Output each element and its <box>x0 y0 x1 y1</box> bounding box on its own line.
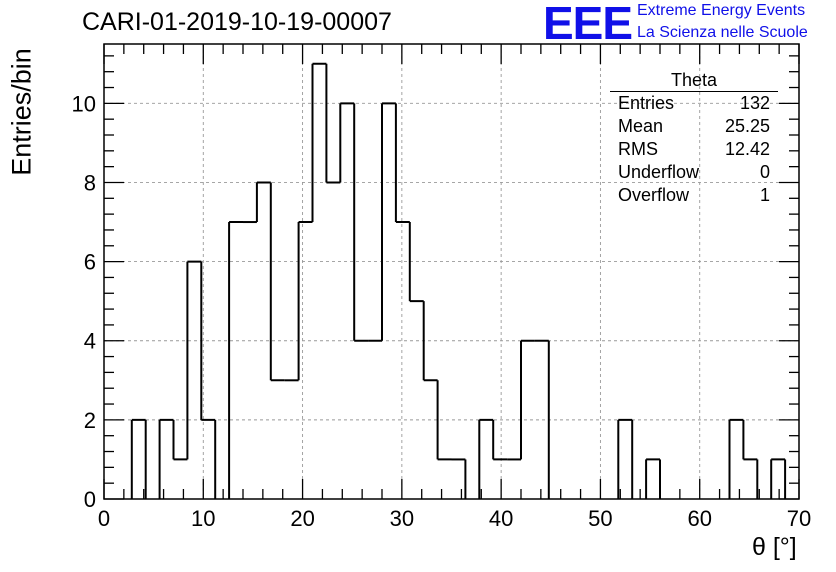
histogram-bin <box>645 458 660 499</box>
stats-row-mean: Mean 25.25 <box>610 115 778 138</box>
histogram-bin <box>617 418 633 499</box>
stats-row-entries: Entries 132 <box>610 92 778 115</box>
stats-value: 0 <box>759 162 770 182</box>
stats-row-rms: RMS 12.42 <box>610 138 778 161</box>
histogram-bin <box>394 103 410 224</box>
stats-row-overflow: Overflow 1 <box>610 184 778 207</box>
x-tick-label: 50 <box>588 506 612 531</box>
stats-value: 132 <box>739 93 770 113</box>
y-tick-label: 6 <box>84 250 96 275</box>
y-tick-label: 2 <box>84 408 96 433</box>
stats-label: RMS <box>618 139 658 159</box>
x-axis-label: θ [°] <box>752 533 797 561</box>
histogram-bin <box>520 339 535 460</box>
histogram-bin <box>436 380 452 461</box>
stats-label: Underflow <box>618 162 700 182</box>
x-tick-label: 0 <box>98 506 110 531</box>
histogram-bin <box>228 221 243 499</box>
stats-title: Theta <box>610 70 778 92</box>
brand-line-1: Extreme Energy Events <box>637 2 806 19</box>
stats-value: 25.25 <box>724 116 770 136</box>
histogram-bin <box>172 419 188 461</box>
x-tick-label: 20 <box>290 506 314 531</box>
stats-box: Theta Entries 132 Mean 25.25 RMS 12.42 U… <box>610 70 778 207</box>
histogram-bin <box>422 301 438 382</box>
stats-label: Mean <box>618 116 664 136</box>
brand-line-2: La Scienza nelle Scuole <box>637 24 808 41</box>
grid-lines <box>104 44 799 499</box>
x-tick-label: 70 <box>787 506 811 531</box>
histogram-bin <box>311 62 327 223</box>
plot-frame <box>103 43 800 500</box>
x-tick-label: 40 <box>489 506 513 531</box>
run-title: CARI-01-2019-10-19-00007 <box>82 8 392 36</box>
stats-row-underflow: Underflow 0 <box>610 161 778 184</box>
stats-label: Overflow <box>618 185 690 205</box>
histogram-bin <box>742 419 758 461</box>
y-tick-label: 4 <box>84 329 96 354</box>
histogram-bin <box>158 418 174 499</box>
eee-logo: EEE <box>543 0 633 49</box>
histogram-bin <box>325 63 341 184</box>
histogram-bin <box>770 458 786 499</box>
y-axis-label: Entries/bin <box>6 48 37 176</box>
x-tick-label: 30 <box>390 506 414 531</box>
stats-label: Entries <box>618 93 675 113</box>
histogram-bin <box>492 419 508 461</box>
histogram-bin <box>130 418 146 499</box>
y-tick-label: 10 <box>72 91 96 116</box>
histogram-bin <box>381 102 396 341</box>
axis-ticks <box>103 44 800 500</box>
x-tick-label: 10 <box>191 506 215 531</box>
histogram-bin <box>186 260 202 460</box>
x-tick-label: 60 <box>687 506 711 531</box>
y-tick-label: 0 <box>84 487 96 512</box>
histogram-bin <box>728 418 744 499</box>
histogram-bars <box>130 62 787 499</box>
histogram-bin <box>353 103 369 342</box>
histogram-bin <box>200 261 216 421</box>
histogram-bin <box>408 222 424 303</box>
stats-value: 1 <box>759 185 770 205</box>
histogram-bin <box>255 181 271 223</box>
histogram-bin <box>339 102 355 183</box>
histogram-bin <box>478 418 494 499</box>
histogram-bin <box>269 182 285 382</box>
histogram-bin <box>297 221 313 381</box>
stats-value: 12.42 <box>724 139 770 159</box>
y-tick-label: 8 <box>84 170 96 195</box>
